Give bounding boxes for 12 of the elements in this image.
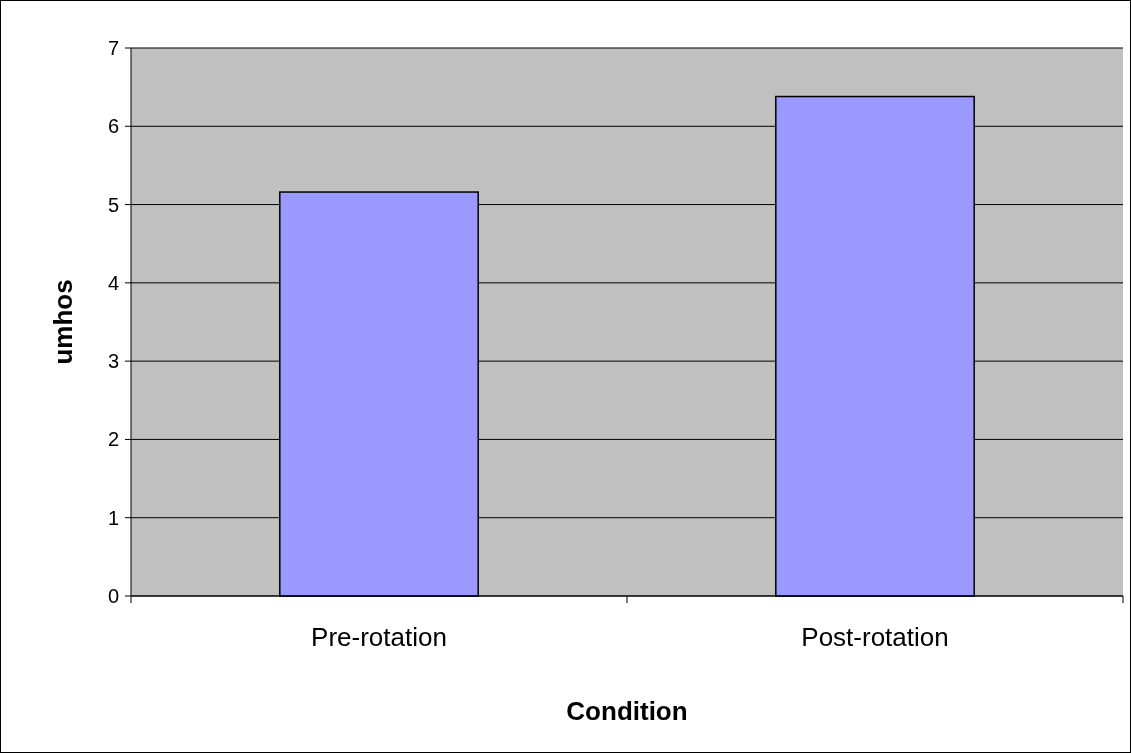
y-tick-label: 0 (107, 585, 119, 607)
y-tick-label: 2 (107, 428, 119, 451)
y-tick-label: 4 (107, 271, 119, 294)
y-tick-label: 6 (107, 115, 119, 138)
x-tick-label: Post-rotation (801, 622, 949, 652)
y-tick-label: 3 (107, 350, 119, 373)
y-tick-label: 1 (107, 506, 119, 529)
x-axis-title: Condition (566, 696, 688, 726)
y-tick-label: 5 (107, 193, 119, 216)
y-tick-label: 7 (107, 37, 119, 59)
x-tick-label: Pre-rotation (311, 622, 447, 652)
y-axis-title: umhos (48, 279, 78, 365)
